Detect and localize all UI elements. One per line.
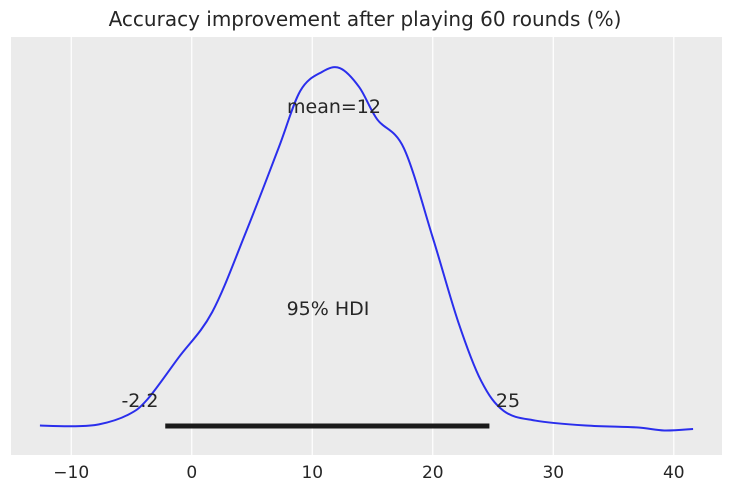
x-axis-ticks: −10 0 10 20 30 40 xyxy=(53,463,684,483)
chart-title: Accuracy improvement after playing 60 ro… xyxy=(109,7,622,31)
x-tick-label: 0 xyxy=(186,463,197,483)
grid-lines xyxy=(70,37,675,455)
x-tick-label: 20 xyxy=(422,463,444,483)
x-tick-label: 40 xyxy=(663,463,685,483)
hdi-low-label: -2.2 xyxy=(121,390,158,412)
plot-background xyxy=(11,37,722,455)
density-curve xyxy=(39,66,694,432)
x-tick-label: −10 xyxy=(53,463,89,483)
x-tick-label: 30 xyxy=(542,463,564,483)
mean-label: mean=12 xyxy=(287,96,381,118)
hdi-label: 95% HDI xyxy=(287,298,370,320)
x-tick-label: 10 xyxy=(301,463,323,483)
hdi-high-label: 25 xyxy=(496,390,520,412)
